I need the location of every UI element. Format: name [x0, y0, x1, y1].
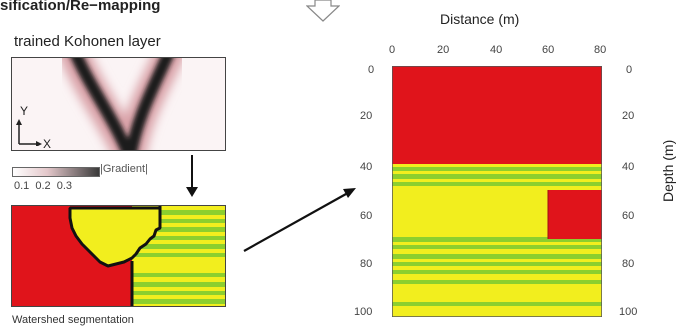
down-arrow-icon	[306, 0, 340, 22]
depth-section-plot	[392, 66, 602, 317]
x-tick: 80	[594, 44, 607, 56]
x-tick: 20	[437, 44, 450, 56]
y-tick-right: 80	[622, 258, 635, 270]
y-tick: 80	[360, 258, 373, 270]
y-tick-right: 60	[622, 210, 635, 222]
x-tick: 60	[542, 44, 555, 56]
kohonen-layer-image	[11, 57, 226, 151]
gradient-ticks: 0.1 0.2 0.3	[14, 180, 72, 192]
y-tick: 20	[360, 110, 373, 122]
kohonen-layer-title: trained Kohonen layer	[14, 33, 161, 50]
y-tick-right: 40	[622, 161, 635, 173]
y-tick: 40	[360, 161, 373, 173]
y-tick: 100	[354, 306, 373, 318]
x-axis-title: Distance (m)	[440, 11, 520, 27]
y-axis-title: Depth (m)	[660, 139, 676, 202]
x-tick: 40	[490, 44, 503, 56]
gradient-label: |Gradient|	[100, 163, 148, 175]
axis-x-label: X	[43, 137, 52, 151]
y-tick-right: 0	[626, 64, 633, 76]
watershed-segmentation-image	[11, 205, 226, 307]
y-tick: 60	[360, 210, 373, 222]
diagonal-arrow-icon	[243, 188, 356, 252]
y-tick-right: 20	[622, 110, 635, 122]
y-tick: 0	[368, 64, 375, 76]
x-tick: 0	[389, 44, 396, 56]
gradient-colorbar	[12, 167, 100, 177]
axis-y-label: Y	[20, 104, 29, 118]
header-title: sification/Re−mapping	[0, 0, 161, 14]
axis-arrows-icon	[16, 119, 42, 146]
y-tick-right: 100	[619, 306, 638, 318]
segmentation-caption: Watershed segmentation	[12, 314, 134, 326]
down-arrow-icon	[186, 155, 198, 197]
